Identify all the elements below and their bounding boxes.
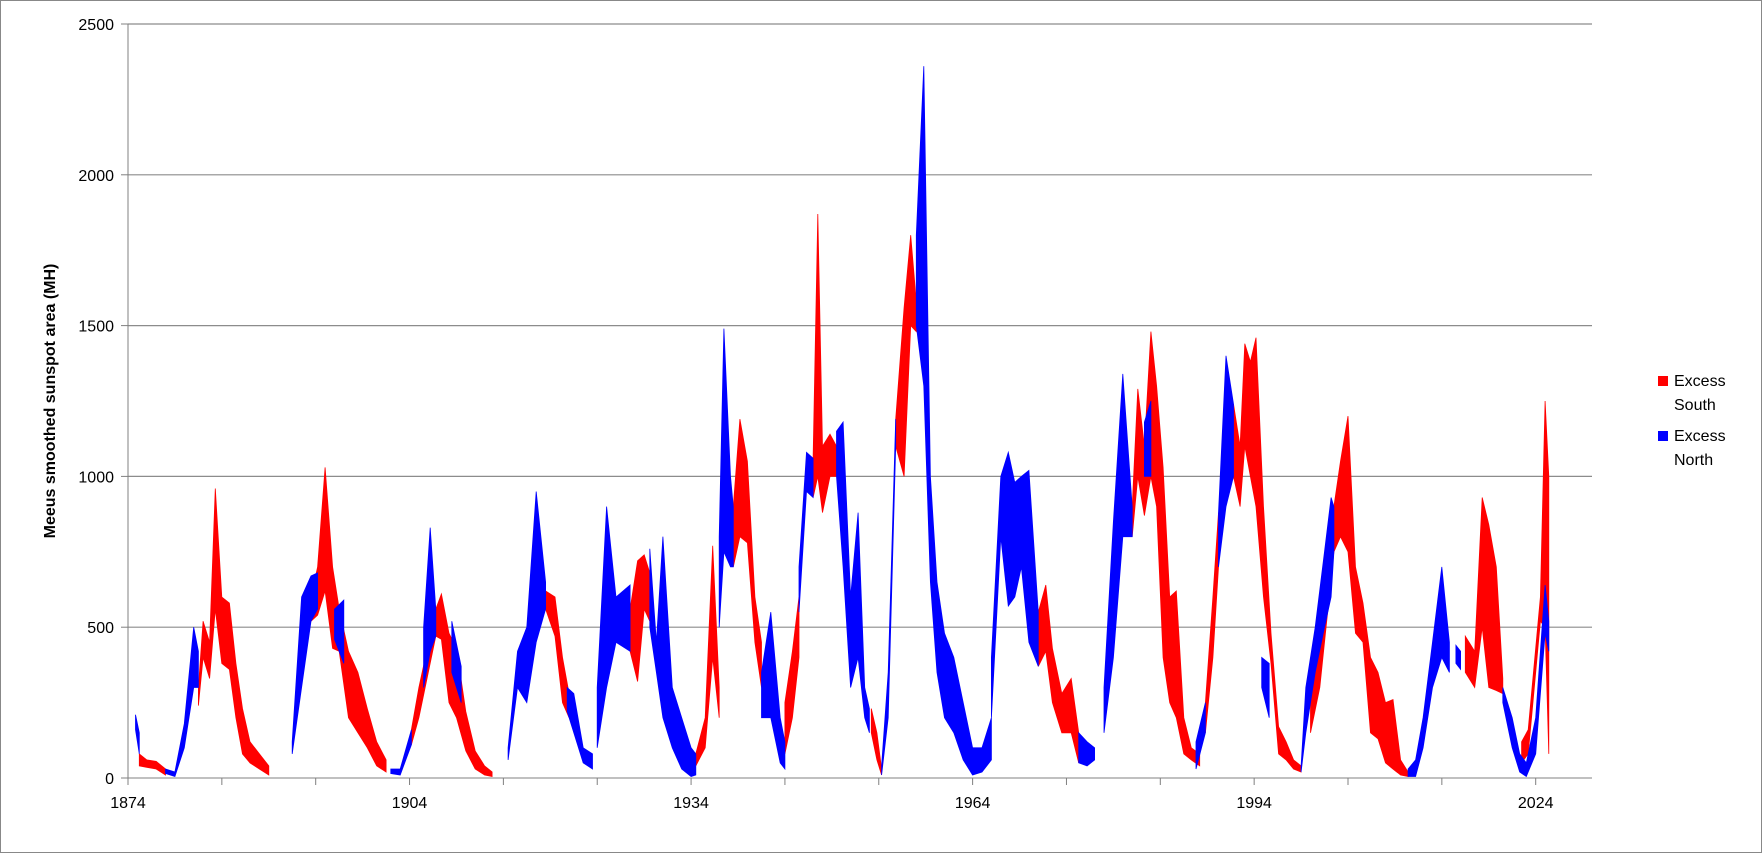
- excess-north-area: [1103, 373, 1133, 733]
- excess-north-area: [1300, 497, 1335, 773]
- excess-south-area: [812, 213, 837, 513]
- excess-north-area: [798, 451, 814, 613]
- excess-south-area: [1521, 400, 1550, 765]
- gridlines: [128, 23, 1592, 628]
- legend-label: Excess: [1674, 428, 1726, 445]
- legend: Excess South Excess North: [1658, 373, 1726, 469]
- excess-north-area: [649, 536, 697, 777]
- excess-south-area: [895, 235, 917, 477]
- excess-north-area: [135, 714, 140, 754]
- y-tick-label: 2500: [78, 17, 114, 34]
- excess-south-area: [695, 545, 720, 767]
- excess-north-area: [1407, 566, 1450, 777]
- excess-south-area: [1464, 497, 1504, 695]
- y-tick-label: 500: [87, 620, 114, 637]
- excess-north-area: [1261, 656, 1270, 718]
- excess-south-area: [784, 596, 800, 754]
- x-tick-label: 1934: [673, 795, 709, 812]
- y-axis-title: Meeus smoothed sunspot area (MH): [42, 264, 59, 539]
- excess-north-area: [1144, 400, 1152, 477]
- excess-north-area: [423, 527, 437, 688]
- x-tick-label: 1994: [1236, 795, 1272, 812]
- x-tick-label: 1964: [955, 795, 991, 812]
- plot-areas: [135, 66, 1550, 778]
- x-tick-label: 2024: [1518, 795, 1554, 812]
- y-tick-label: 1500: [78, 319, 114, 336]
- excess-south-area: [198, 488, 270, 776]
- excess-south-area: [1205, 512, 1219, 733]
- x-tick-label: 1904: [392, 795, 428, 812]
- x-tick-labels: 1874 1904 1934 1964 1994 2024: [110, 778, 1554, 812]
- x-tick-label: 1874: [110, 795, 146, 812]
- excess-north-area: [451, 621, 462, 703]
- excess-north-area: [1078, 731, 1095, 767]
- excess-south-area: [545, 590, 570, 718]
- excess-south-area: [732, 419, 762, 688]
- excess-north-area: [881, 419, 897, 776]
- excess-north-area: [1502, 584, 1550, 778]
- legend-label: North: [1674, 452, 1713, 469]
- legend-label: Excess: [1674, 373, 1726, 390]
- excess-south-area: [629, 554, 651, 682]
- excess-south-area: [310, 467, 387, 773]
- y-tick-labels: 0 500 1000 1500 2000 2500: [78, 17, 128, 788]
- excess-south-area: [1131, 331, 1201, 767]
- excess-north-area: [390, 729, 412, 776]
- legend-swatch: [1658, 431, 1668, 441]
- excess-north-area: [334, 599, 345, 664]
- excess-north-area: [1455, 644, 1461, 671]
- excess-north-area: [1195, 702, 1206, 770]
- excess-north-area: [165, 627, 199, 778]
- legend-swatch: [1658, 376, 1668, 386]
- excess-south-area: [1037, 584, 1080, 763]
- excess-north-area: [915, 66, 992, 776]
- excess-north-area: [596, 506, 631, 748]
- excess-north-area: [836, 420, 870, 733]
- y-tick-label: 2000: [78, 168, 114, 185]
- y-tick-label: 0: [105, 771, 114, 788]
- excess-north-area: [991, 450, 1039, 718]
- excess-north-area: [566, 686, 593, 770]
- excess-south-area: [870, 708, 882, 776]
- excess-south-area: [138, 753, 166, 776]
- excess-north-area: [291, 572, 318, 754]
- excess-north-area: [1218, 355, 1234, 567]
- excess-north-area: [718, 328, 734, 628]
- excess-north-area: [761, 612, 786, 771]
- excess-north-area: [507, 491, 546, 760]
- y-tick-label: 1000: [78, 469, 114, 486]
- legend-label: South: [1674, 397, 1716, 414]
